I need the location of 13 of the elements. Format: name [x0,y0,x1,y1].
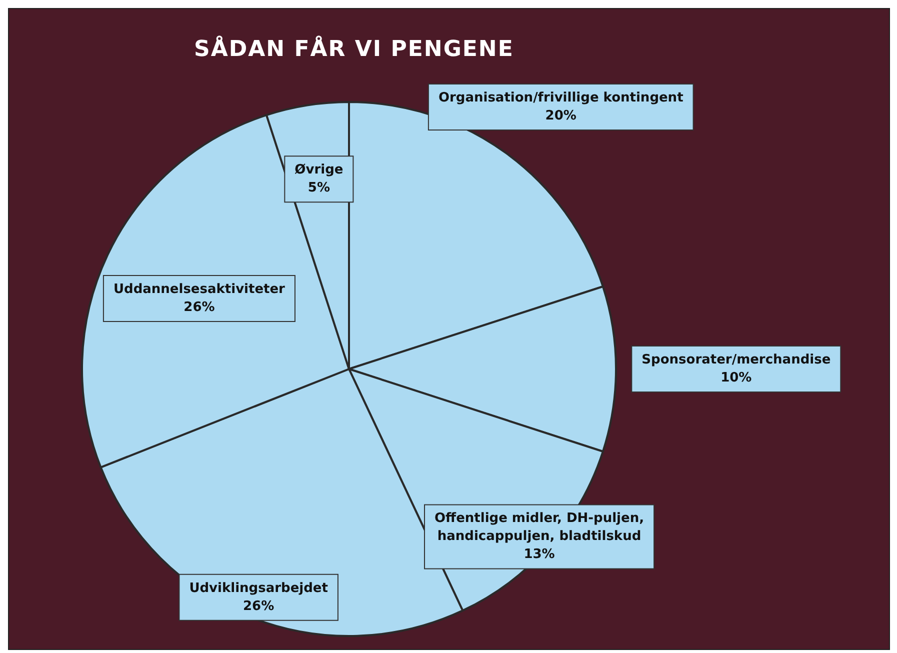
slice-label: Organisation/frivillige kontingent [438,90,684,106]
data-label: 20% [545,108,576,124]
data-label: 10% [720,370,752,386]
chart-title: SÅDAN FÅR VI PENGENE [194,37,514,62]
data-label: 5% [308,180,330,196]
data-label: 26% [184,300,215,315]
slice-label: Sponsorater/merchandise [642,352,831,368]
slice-label: Øvrige [294,162,344,178]
slice-label: Offentlige midler, DH-puljen, handicappuljen, bladtilskud [434,511,644,544]
data-label: 26% [243,598,274,614]
slice-label: Uddannelsesaktiviteter [113,282,286,297]
slice-label: Udviklingsarbejdet [189,580,328,596]
data-label: 13% [524,547,555,562]
